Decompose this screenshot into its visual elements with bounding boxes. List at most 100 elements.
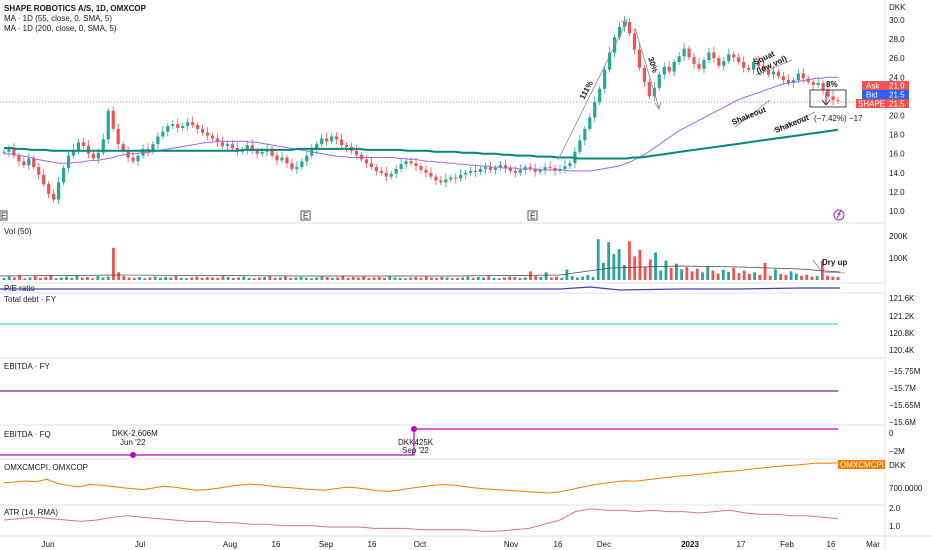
volume-bar — [138, 276, 141, 280]
earnings-marker-1[interactable]: E — [0, 210, 8, 221]
candle-body — [593, 102, 597, 118]
candle-body — [275, 155, 279, 161]
candle-body — [474, 170, 478, 172]
price-axis-tick: 24.0 — [889, 73, 905, 82]
volume-bar — [362, 276, 366, 280]
candle-body — [354, 150, 359, 155]
volume-bar — [628, 241, 631, 280]
volume-bar — [242, 276, 246, 280]
volume-bar — [513, 276, 517, 280]
volume-bar — [117, 272, 121, 280]
debt-axis-4: 120.4K — [889, 346, 915, 355]
candle-body — [245, 145, 249, 150]
price-axis-tick: 10.0 — [889, 207, 905, 216]
index-axis-2: 700.0000 — [889, 484, 923, 493]
currency-label: DKK — [889, 3, 906, 12]
index-label: OMXCMCPI, OMXCOP — [4, 463, 88, 472]
candle-body — [186, 122, 190, 127]
volume-bar — [304, 277, 308, 280]
volume-bar — [810, 276, 814, 280]
candle-body — [806, 78, 810, 83]
candle-body — [488, 167, 493, 170]
volume-bar — [59, 277, 63, 280]
volume-bar — [419, 277, 423, 280]
candle-body — [752, 62, 756, 70]
candle-body — [37, 167, 41, 175]
volume-bar — [195, 276, 199, 280]
volume-bar — [664, 260, 668, 280]
volume-bar — [706, 266, 710, 280]
volume-bar — [503, 277, 506, 280]
ma55-line — [4, 76, 838, 172]
candle-body — [320, 138, 324, 145]
volume-bar — [174, 276, 178, 280]
volume-bar — [612, 254, 616, 280]
volume-bar — [132, 277, 136, 280]
candle-body — [821, 83, 825, 90]
candle-body — [717, 58, 721, 66]
pe-line — [0, 286, 840, 291]
earnings-marker-3[interactable]: E — [527, 210, 538, 221]
candle-body — [76, 142, 81, 150]
symbol-title: SHAPE ROBOTICS A/S, 1D, OMXCOP — [4, 4, 147, 13]
time-axis-tick: 16 — [368, 540, 377, 549]
candle-body — [280, 157, 284, 161]
candle-body — [513, 170, 517, 173]
ebitda-fq-point-jun[interactable] — [130, 452, 136, 458]
candle-body — [166, 126, 170, 132]
volume-bar — [747, 273, 751, 280]
candle-body — [196, 125, 200, 129]
time-axis-tick: Jun — [42, 540, 55, 549]
volume-bar — [49, 275, 53, 280]
svg-text:21.9: 21.9 — [889, 82, 905, 91]
volume-bar — [476, 276, 480, 280]
ma200-line — [4, 128, 839, 160]
bid-tag: Bid 21.5 — [862, 90, 909, 100]
candle-body — [766, 69, 771, 75]
candle-body — [796, 73, 800, 81]
volume-bar — [711, 270, 715, 280]
volume-bar — [675, 263, 678, 280]
candle-body — [613, 37, 617, 53]
ebitda-fq-point-sep[interactable] — [411, 426, 417, 432]
volume-bar — [586, 274, 590, 280]
candle-body — [493, 168, 498, 170]
candle-body — [657, 74, 661, 88]
volume-bar — [727, 271, 730, 280]
ebitda-callout-1-date: Jun '22 — [120, 438, 146, 447]
atr-axis-1: 2.0 — [889, 504, 901, 513]
svg-text:OMXCMCPI: OMXCMCPI — [840, 461, 884, 470]
candle-body — [608, 52, 612, 70]
rally-arrow — [557, 20, 628, 161]
candle-body — [121, 144, 125, 151]
candle-body — [528, 167, 532, 169]
candle-body — [449, 177, 453, 180]
dividend-icon[interactable] — [833, 209, 845, 221]
candle-body — [47, 184, 51, 194]
candle-body — [156, 136, 160, 145]
candle-body — [111, 110, 115, 129]
volume-bar — [86, 276, 89, 280]
earnings-marker-2[interactable]: E — [300, 210, 311, 221]
price-axis: 30.028.026.024.022.020.018.016.014.012.0… — [889, 16, 905, 216]
volume-bar — [7, 276, 11, 280]
ebitda-fy-axis-1: −15.75M — [889, 367, 921, 376]
candle-body — [786, 80, 790, 84]
volume-bar — [336, 277, 339, 280]
candle-body — [419, 166, 423, 170]
volume-bar — [633, 256, 637, 280]
price-axis-tick: 12.0 — [889, 188, 905, 197]
annotation-shakeout-1: Shakeout — [730, 105, 767, 127]
candle-body — [444, 179, 448, 183]
candle-body — [369, 163, 373, 168]
volume-bar — [555, 276, 558, 280]
last-price-tag: SHAPE 21.5 — [856, 99, 909, 109]
candle-body — [374, 167, 378, 171]
volume-bar — [800, 275, 803, 280]
candle-body — [712, 52, 716, 59]
candlestick-series — [2, 16, 840, 205]
volume-bar — [289, 277, 293, 280]
candle-body — [344, 145, 349, 148]
candle-body — [826, 89, 830, 97]
